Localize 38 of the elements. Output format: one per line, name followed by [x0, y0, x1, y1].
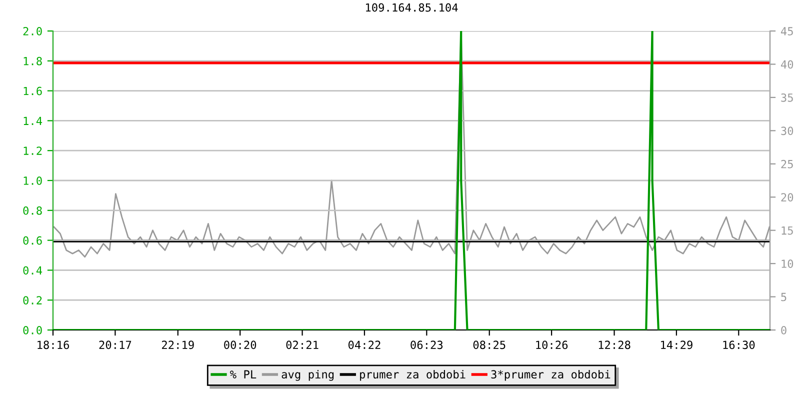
y2-tick-label: 45 — [780, 27, 793, 36]
y-tick-label: 0.4 — [23, 266, 42, 275]
y-tick-label: 1.6 — [24, 86, 42, 96]
y-tick-label: 0.6 — [23, 236, 42, 245]
legend-label: avg ping — [282, 370, 334, 381]
legend-label: prumer za obdobi — [360, 370, 466, 381]
y-tick-label: 1.8 — [24, 56, 42, 66]
y-tick-label: 2.0 — [23, 27, 42, 36]
y2-tick-label: 20 — [781, 193, 794, 202]
x-tick-label: 22:19 — [162, 340, 194, 350]
x-tick-label: 10:26 — [536, 340, 568, 350]
x-tick-label: 00:20 — [224, 340, 256, 350]
y-tick-label: 1.4 — [24, 116, 42, 125]
y-tick-label: 0.2 — [23, 296, 42, 305]
y-tick-label: 1.2 — [24, 146, 42, 155]
y2-tick-label: 30 — [781, 126, 794, 136]
y2-tick-label: 5 — [781, 292, 786, 302]
x-tick-label: 14:29 — [661, 340, 692, 350]
y2-tick-label: 15 — [782, 226, 793, 235]
y-tick-label: 0.0 — [23, 326, 42, 334]
x-tick-label: 16:30 — [723, 340, 755, 350]
y2-tick-label: 35 — [781, 93, 793, 102]
x-tick-label: 20:17 — [99, 340, 132, 350]
x-tick-label: 06:23 — [410, 340, 443, 350]
x-tick-label: 12:28 — [598, 340, 630, 350]
x-tick-label: 08:25 — [473, 340, 506, 350]
legend-label: % PL — [230, 370, 256, 378]
x-tick-label: 04:22 — [348, 340, 380, 350]
y2-tick-label: 25 — [781, 160, 793, 168]
x-tick-label: 02:21 — [286, 340, 318, 350]
y2-tick-label: 0 — [781, 326, 786, 334]
y-tick-label: 1.0 — [24, 176, 42, 185]
x-tick-label: 18:16 — [38, 340, 70, 350]
y2-tick-label: 10 — [782, 260, 794, 268]
y-tick-label: 0.8 — [23, 206, 42, 215]
chart-title: 109.164.85.104 — [366, 3, 458, 12]
y2-tick-label: 40 — [780, 60, 794, 69]
legend-label: 3*prumer za obdobi — [491, 370, 610, 381]
